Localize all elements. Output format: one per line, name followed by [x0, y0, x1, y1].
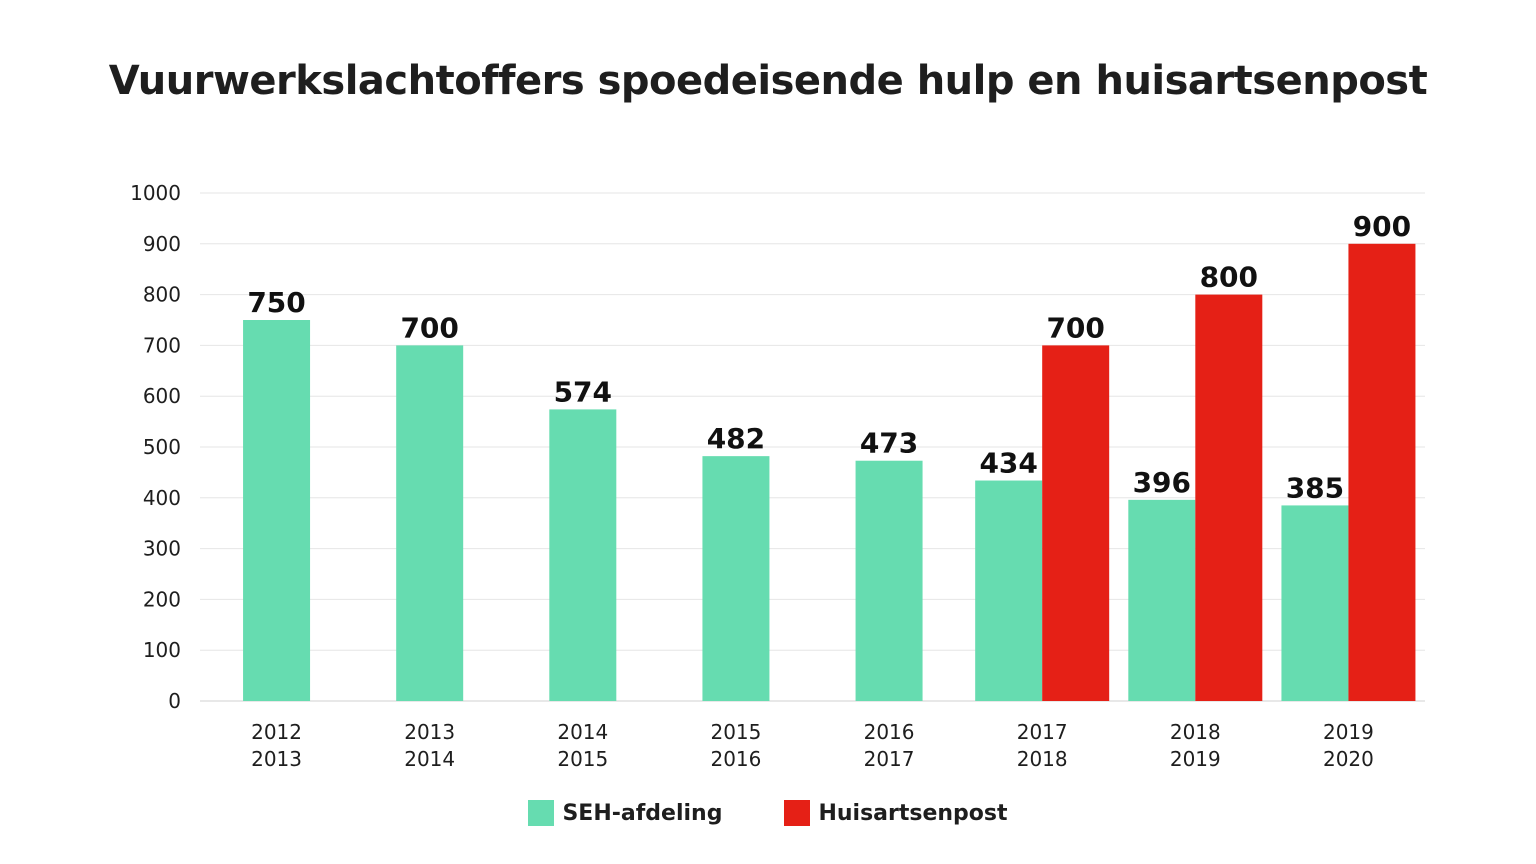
legend-item-seh: SEH-afdeling: [528, 800, 722, 826]
data-label: 700: [1046, 311, 1104, 344]
y-tick-label: 800: [143, 283, 181, 307]
bar-seh: [975, 480, 1043, 701]
data-label: 385: [1286, 471, 1344, 504]
data-label: 574: [554, 375, 612, 408]
x-tick-label: 2012: [251, 720, 302, 744]
y-tick-label: 500: [143, 435, 181, 459]
bar-seh: [243, 320, 311, 701]
x-tick-label: 2018: [1170, 720, 1221, 744]
x-tick-label: 2016: [864, 720, 915, 744]
x-tick-label: 2016: [710, 747, 761, 771]
data-labels: 750 700 574 482 473 434 700 396 800 385 900: [247, 210, 1411, 505]
bar-huisartsenpost: [1042, 345, 1110, 701]
bar-seh: [1128, 499, 1196, 701]
x-tick-label: 2017: [864, 747, 915, 771]
x-tick-label: 2014: [404, 747, 455, 771]
x-tick-label: 2013: [251, 747, 302, 771]
x-tick-label: 2015: [557, 747, 608, 771]
bar-seh: [702, 456, 770, 701]
bar-seh: [1281, 505, 1349, 701]
data-label: 396: [1133, 466, 1191, 499]
x-tick-label: 2019: [1323, 720, 1374, 744]
chart-title: Vuurwerkslachtoffers spoedeisende hulp e…: [108, 58, 1428, 104]
x-tick-label: 2014: [557, 720, 608, 744]
y-tick-label: 100: [143, 638, 181, 662]
x-tick-label: 2015: [710, 720, 761, 744]
x-tick-label: 2018: [1017, 747, 1068, 771]
x-tick-label: 2013: [404, 720, 455, 744]
bar-huisartsenpost: [1348, 243, 1416, 702]
y-tick-label: 300: [143, 537, 181, 561]
y-tick-label: 0: [168, 689, 181, 713]
y-tick-label: 700: [143, 333, 181, 357]
x-tick-label: 2020: [1323, 747, 1374, 771]
legend-label-seh: SEH-afdeling: [562, 800, 723, 826]
bars: [243, 243, 1416, 702]
data-label: 750: [247, 286, 305, 319]
data-label: 800: [1200, 261, 1258, 294]
bar-seh: [396, 345, 464, 701]
data-label: 482: [707, 422, 765, 455]
bar-huisartsenpost: [1195, 294, 1263, 701]
x-axis: 2012 2013 2013 2014 2014 2015 2015 2016 2016 2017…: [251, 720, 1374, 771]
data-label: 473: [860, 427, 918, 460]
y-tick-label: 600: [143, 384, 181, 408]
x-tick-label: 2019: [1170, 747, 1221, 771]
y-axis: 0 100 200 300 400 500 600 700 800 900 1000: [130, 181, 181, 713]
x-tick-label: 2017: [1017, 720, 1068, 744]
bar-seh: [855, 460, 923, 701]
y-tick-label: 1000: [130, 181, 181, 205]
y-tick-label: 200: [143, 587, 181, 611]
data-label: 700: [400, 311, 458, 344]
data-label: 434: [979, 447, 1037, 480]
data-label: 900: [1353, 210, 1411, 243]
legend-item-huisartsenpost: Huisartsenpost: [784, 800, 1008, 826]
y-tick-label: 400: [143, 486, 181, 510]
bar-seh: [549, 409, 617, 701]
legend: SEH-afdeling Huisartsenpost: [0, 800, 1536, 826]
legend-label-huisartsenpost: Huisartsenpost: [818, 800, 1008, 826]
legend-swatch-seh: [528, 800, 555, 826]
y-tick-label: 900: [143, 232, 181, 256]
legend-swatch-huisartsenpost: [784, 800, 811, 826]
